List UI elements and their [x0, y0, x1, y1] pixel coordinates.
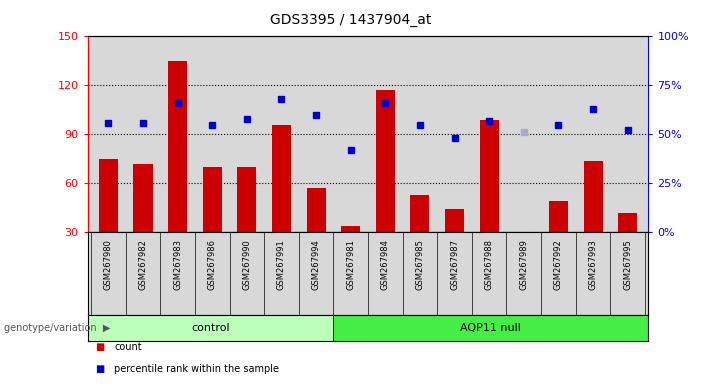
Bar — [410, 195, 430, 232]
Bar — [479, 120, 498, 232]
Bar — [341, 226, 360, 232]
Bar — [168, 61, 187, 232]
Bar — [376, 90, 395, 232]
Text: genotype/variation  ▶: genotype/variation ▶ — [4, 323, 110, 333]
Text: count: count — [114, 342, 142, 352]
Text: ■: ■ — [95, 364, 104, 374]
Text: GSM267993: GSM267993 — [589, 239, 597, 290]
Text: GSM267990: GSM267990 — [243, 239, 252, 290]
Text: GSM267983: GSM267983 — [173, 239, 182, 290]
Text: ■: ■ — [95, 342, 104, 352]
Bar — [515, 232, 533, 273]
Text: GDS3395 / 1437904_at: GDS3395 / 1437904_at — [270, 13, 431, 27]
Text: GSM267985: GSM267985 — [416, 239, 424, 290]
Bar — [99, 159, 118, 232]
Text: AQP11 null: AQP11 null — [461, 323, 521, 333]
Text: GSM267981: GSM267981 — [346, 239, 355, 290]
Text: GSM267989: GSM267989 — [519, 239, 529, 290]
Text: GSM267995: GSM267995 — [623, 239, 632, 290]
Text: GSM267988: GSM267988 — [484, 239, 494, 290]
Text: GSM267991: GSM267991 — [277, 239, 286, 290]
Text: control: control — [191, 323, 230, 333]
Text: GSM267987: GSM267987 — [450, 239, 459, 290]
Text: GSM267982: GSM267982 — [139, 239, 147, 290]
Text: GSM267980: GSM267980 — [104, 239, 113, 290]
Text: GSM267984: GSM267984 — [381, 239, 390, 290]
Text: GSM267986: GSM267986 — [207, 239, 217, 290]
Bar — [238, 167, 257, 232]
Bar — [306, 188, 326, 232]
Bar — [445, 210, 464, 232]
Bar — [333, 315, 648, 341]
Text: GSM267994: GSM267994 — [312, 239, 320, 290]
Bar — [88, 315, 333, 341]
Bar — [272, 124, 291, 232]
Bar — [133, 164, 153, 232]
Bar — [203, 167, 222, 232]
Bar — [583, 161, 603, 232]
Text: GSM267992: GSM267992 — [554, 239, 563, 290]
Bar — [618, 213, 637, 232]
Text: percentile rank within the sample: percentile rank within the sample — [114, 364, 279, 374]
Bar — [549, 201, 568, 232]
